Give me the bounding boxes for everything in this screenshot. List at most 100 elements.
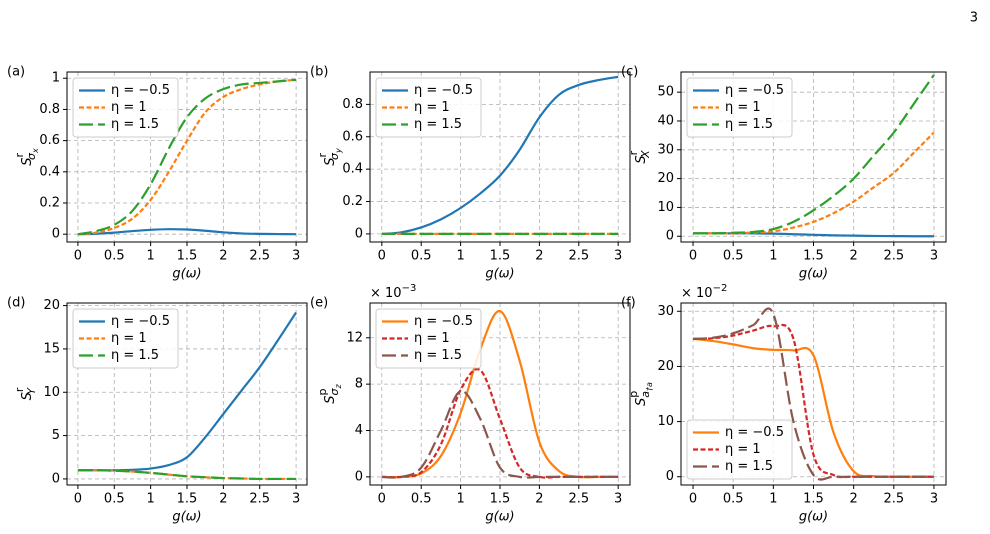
y-axis-label: Srσy — [316, 148, 343, 166]
scale-base: × 10 — [370, 286, 402, 301]
y-label-sup: p — [627, 391, 640, 398]
y-axis-label: SrY — [13, 387, 38, 401]
x-tick-label: 1.5 — [490, 249, 511, 264]
x-tick-label: 2.5 — [249, 249, 270, 264]
y-tick-label: 8 — [355, 377, 363, 392]
x-tick-label: 3 — [292, 492, 300, 507]
x-tick-label: 3 — [930, 249, 938, 264]
y-axis-label: SrX — [627, 150, 652, 164]
panel-label: (d) — [7, 296, 25, 311]
x-tick-label: 0 — [689, 249, 697, 264]
y-label-sub: Y — [25, 387, 38, 395]
x-tick-label: 1 — [146, 492, 154, 507]
y-label-sup: r — [13, 387, 26, 392]
series-line — [381, 75, 619, 236]
legend-label: η = 1.5 — [414, 348, 462, 363]
series-line — [77, 78, 297, 236]
legend-label: η = 1 — [725, 100, 761, 115]
legend-label: η = −0.5 — [414, 314, 473, 329]
series-line — [693, 232, 934, 238]
y-label-sup: r — [13, 152, 26, 157]
y-label-base: S — [323, 157, 338, 165]
x-tick-label: 2 — [850, 492, 858, 507]
page-number: 3 — [970, 11, 978, 26]
y-tick-label: 0.8 — [39, 102, 60, 117]
x-tick-label: 1.5 — [803, 492, 824, 507]
x-tick-label: 3 — [292, 249, 300, 264]
x-axis-label: g(ω) — [172, 267, 201, 282]
x-tick-label: 1.5 — [177, 492, 198, 507]
series-line — [692, 307, 934, 481]
y-label-sub: σ — [328, 152, 341, 160]
y-label-subsub: z — [334, 383, 343, 389]
y-label-sup: r — [316, 152, 329, 157]
y-tick-label: 0 — [52, 227, 60, 242]
legend-label: η = 1.5 — [111, 348, 159, 363]
legend-label: η = −0.5 — [111, 314, 170, 329]
legend-label: η = −0.5 — [725, 83, 784, 98]
x-tick-label: 1.5 — [803, 249, 824, 264]
x-tick-label: 0 — [378, 492, 386, 507]
y-tick-label: 15 — [43, 341, 60, 356]
axes-frame — [369, 71, 631, 243]
series-line — [77, 469, 297, 481]
y-tick-label: 0.8 — [342, 97, 363, 112]
legend-label: η = 1 — [414, 331, 450, 346]
scale-label: × 10−3 — [370, 283, 416, 301]
x-axis-label: g(ω) — [485, 267, 514, 282]
x-tick-label: 2 — [850, 249, 858, 264]
y-axis-label: Spa†a — [627, 382, 654, 406]
x-axis-label: g(ω) — [799, 267, 828, 282]
x-tick-label: 0 — [74, 492, 82, 507]
x-tick-label: 1 — [769, 249, 777, 264]
legend-box — [72, 77, 179, 138]
x-tick-label: 0.5 — [104, 249, 125, 264]
legend-label: η = 1.5 — [414, 117, 462, 132]
x-tick-label: 3 — [614, 249, 622, 264]
x-tick-label: 1.5 — [177, 249, 198, 264]
y-label-sup: r — [627, 150, 640, 155]
x-tick-label: 1 — [769, 492, 777, 507]
y-tick-label: 0 — [52, 471, 60, 486]
y-tick-label: 0 — [666, 229, 674, 244]
y-label-sub: X — [639, 150, 652, 159]
x-tick-label: 0.5 — [723, 492, 744, 507]
legend-box — [375, 77, 482, 138]
legend-box — [72, 308, 179, 369]
x-tick-label: 0.5 — [411, 249, 432, 264]
scale-label: × 10−2 — [681, 283, 727, 301]
legend-label: η = 1 — [111, 100, 147, 115]
legend-label: η = 1.5 — [725, 117, 773, 132]
legend-box — [686, 77, 793, 138]
y-tick-label: 30 — [657, 142, 674, 157]
x-tick-label: 1 — [456, 249, 464, 264]
y-tick-label: 30 — [657, 304, 674, 319]
axes-frame — [680, 71, 947, 243]
y-tick-label: 0.2 — [342, 194, 363, 209]
y-label-base: S — [634, 155, 649, 163]
y-tick-label: 10 — [657, 200, 674, 215]
x-tick-label: 2.5 — [249, 492, 270, 507]
panel-label: (f) — [621, 296, 636, 311]
legend-label: η = −0.5 — [111, 83, 170, 98]
y-label-sub: σ — [25, 152, 38, 160]
y-tick-label: 50 — [657, 85, 674, 100]
x-tick-label: 2 — [219, 492, 227, 507]
x-tick-label: 0 — [378, 249, 386, 264]
y-axis-label: Srσx — [13, 148, 40, 166]
x-tick-label: 1.5 — [490, 492, 511, 507]
x-tick-label: 0.5 — [723, 249, 744, 264]
y-tick-label: 20 — [657, 171, 674, 186]
y-label-sup: p — [316, 388, 329, 395]
y-tick-label: 0.6 — [39, 133, 60, 148]
legend-box — [686, 419, 793, 480]
y-label-sub: σ — [328, 387, 341, 395]
scale-exp: −2 — [713, 283, 728, 294]
y-label-base: S — [20, 392, 35, 400]
scale-base: × 10 — [681, 286, 713, 301]
panel-label: (c) — [621, 65, 638, 80]
series-line — [381, 389, 619, 479]
x-tick-label: 2.5 — [568, 249, 589, 264]
